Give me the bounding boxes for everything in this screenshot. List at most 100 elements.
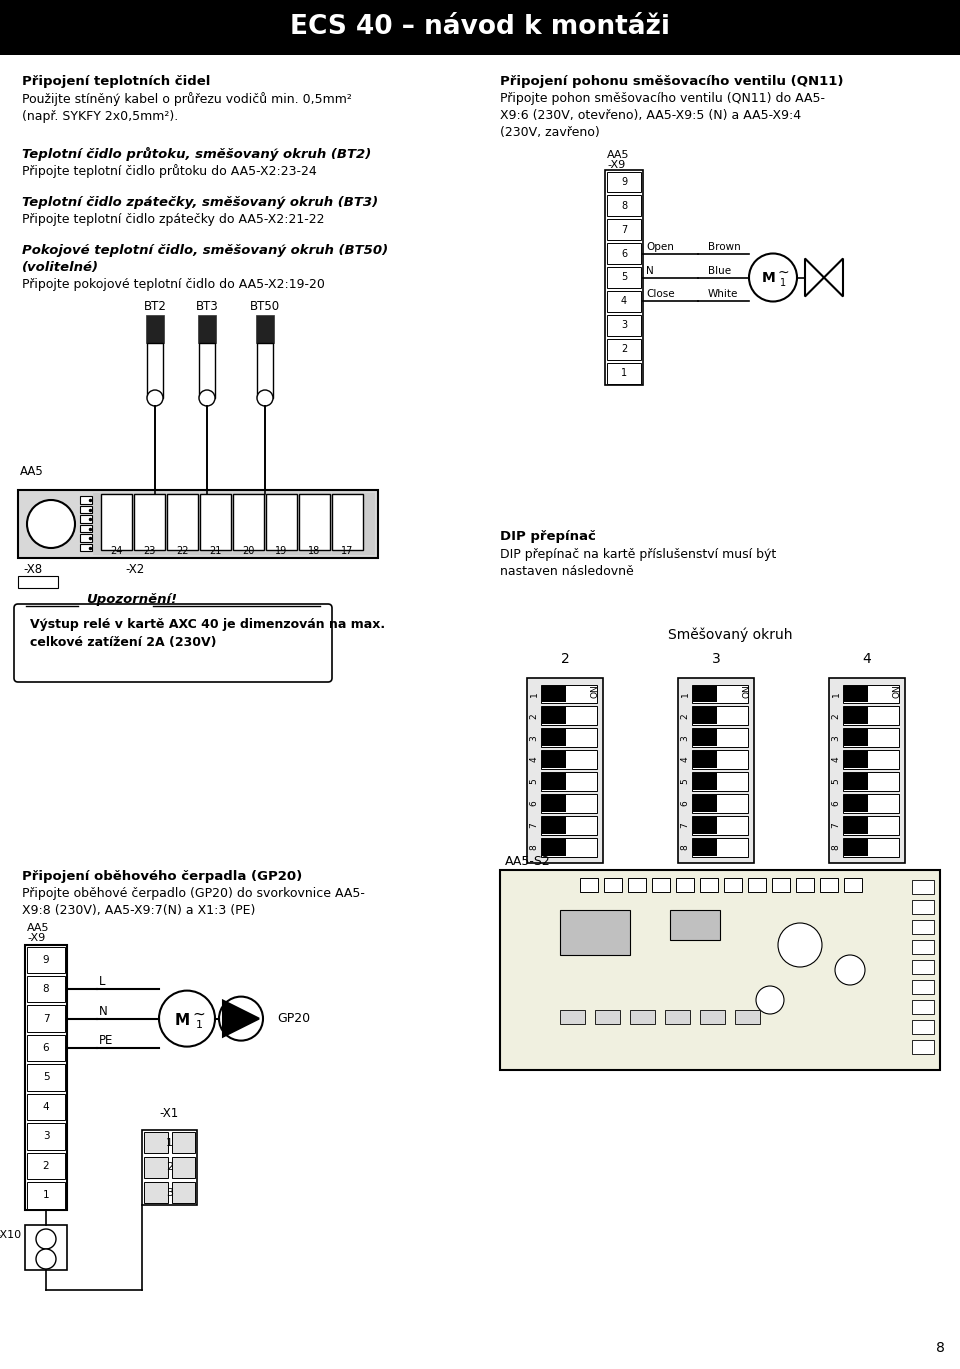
Bar (142, 1129, 197, 1205)
Text: 7: 7 (681, 823, 689, 828)
Text: 2: 2 (166, 1162, 173, 1172)
Text: Použijte stíněný kabel o průřezu vodičů min. 0,5mm²
(např. SYKFY 2x0,5mm²).: Použijte stíněný kabel o průřezu vodičů … (22, 92, 352, 123)
Text: Připojení pohonu směšovacího ventilu (QN11): Připojení pohonu směšovacího ventilu (QN… (500, 75, 844, 88)
Bar (692, 794, 748, 813)
Circle shape (756, 986, 784, 1014)
Text: L: L (99, 975, 106, 988)
Bar (299, 494, 330, 550)
Text: Výstup relé v kartě AXC 40 je dimenzován na max.: Výstup relé v kartě AXC 40 je dimenzován… (30, 617, 385, 631)
Bar (607, 292, 641, 312)
Text: 8: 8 (621, 201, 627, 211)
Bar (912, 899, 934, 914)
Bar (628, 878, 646, 893)
Text: -X10: -X10 (0, 1229, 22, 1240)
Bar (693, 817, 716, 834)
Text: 6: 6 (831, 801, 841, 806)
Bar (256, 315, 274, 344)
Text: PE: PE (99, 1034, 113, 1047)
Bar (796, 878, 814, 893)
Bar (692, 728, 748, 747)
Text: 3: 3 (831, 735, 841, 741)
Text: 8: 8 (831, 845, 841, 850)
Text: ON: ON (591, 684, 600, 698)
Bar (607, 267, 641, 287)
Bar (692, 816, 748, 835)
Bar (692, 750, 748, 769)
Bar (27, 946, 65, 973)
Text: 1: 1 (831, 691, 841, 697)
Text: Připojte oběhové čerpadlo (GP20) do svorkovnice AA5-
X9:8 (230V), AA5-X9:7(N) a : Připojte oběhové čerpadlo (GP20) do svor… (22, 887, 365, 917)
Bar (25, 945, 67, 1210)
Bar (843, 838, 899, 857)
Text: DIP přepínač: DIP přepínač (500, 530, 596, 543)
Bar (829, 678, 905, 862)
Bar (147, 344, 163, 398)
Bar (693, 686, 716, 702)
Bar (233, 494, 264, 550)
Bar (541, 838, 597, 857)
Bar (541, 684, 597, 704)
Bar (80, 534, 92, 542)
Text: 4: 4 (831, 757, 841, 763)
Bar (560, 910, 630, 956)
Bar (542, 817, 565, 834)
Text: 6: 6 (530, 801, 539, 806)
Text: 6: 6 (42, 1043, 49, 1053)
Text: -X9: -X9 (27, 934, 45, 943)
Text: -X2: -X2 (125, 563, 144, 576)
Text: AA5: AA5 (20, 465, 44, 478)
Text: AA5: AA5 (607, 151, 630, 160)
Bar (844, 752, 868, 768)
Text: 4: 4 (530, 757, 539, 763)
Bar (607, 244, 641, 264)
Bar (167, 494, 198, 550)
Bar (541, 816, 597, 835)
Bar (541, 794, 597, 813)
Text: 7: 7 (621, 225, 627, 234)
Text: 22: 22 (177, 546, 189, 556)
Bar (844, 795, 868, 812)
Text: GP20: GP20 (277, 1012, 310, 1025)
Bar (607, 315, 641, 335)
Bar (630, 1010, 655, 1024)
Bar (843, 728, 899, 747)
Text: N: N (99, 1005, 108, 1017)
Text: 18: 18 (308, 546, 321, 556)
Text: Teplotní čidlo zpátečky, směšovaný okruh (BT3): Teplotní čidlo zpátečky, směšovaný okruh… (22, 196, 378, 209)
Text: 8: 8 (42, 984, 49, 994)
Bar (844, 839, 868, 856)
Bar (144, 1157, 167, 1177)
Text: 3: 3 (166, 1187, 173, 1198)
Text: 21: 21 (209, 546, 222, 556)
Bar (843, 684, 899, 704)
Text: -X8: -X8 (23, 563, 42, 576)
Text: 4: 4 (863, 652, 872, 665)
Text: 23: 23 (143, 546, 156, 556)
Bar (541, 772, 597, 791)
Bar (912, 980, 934, 994)
Bar (820, 878, 838, 893)
Text: 20: 20 (242, 546, 254, 556)
Text: 9: 9 (621, 177, 627, 188)
Bar (134, 494, 165, 550)
Text: M: M (175, 1013, 189, 1028)
Text: AA5-S2: AA5-S2 (505, 856, 551, 868)
Bar (146, 315, 164, 344)
Circle shape (27, 500, 75, 548)
Text: 4: 4 (42, 1102, 49, 1112)
Text: DIP přepínač na kartě příslušenství musí být
nastaven následovně: DIP přepínač na kartě příslušenství musí… (500, 548, 777, 578)
Bar (144, 1181, 167, 1203)
Text: 7: 7 (42, 1013, 49, 1024)
Bar (724, 878, 742, 893)
Text: 5: 5 (530, 779, 539, 784)
Bar (912, 880, 934, 894)
Text: 1: 1 (621, 368, 627, 378)
Text: 2: 2 (530, 713, 539, 719)
Text: 2: 2 (621, 344, 627, 355)
Bar (605, 170, 643, 385)
Text: 1: 1 (196, 1020, 203, 1029)
Text: 5: 5 (42, 1072, 49, 1083)
Bar (607, 219, 641, 240)
Bar (607, 338, 641, 360)
Bar (843, 706, 899, 726)
